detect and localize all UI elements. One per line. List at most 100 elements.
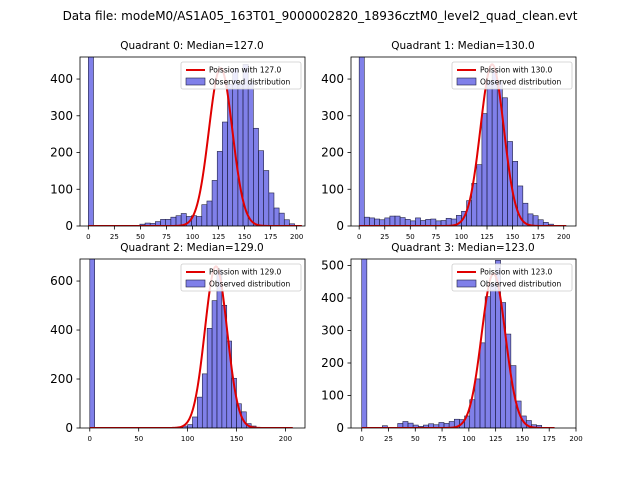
y-tick-label: 400	[50, 72, 73, 86]
histogram-bar	[196, 216, 203, 226]
y-tick-label: 200	[321, 146, 344, 160]
y-tick-label: 400	[321, 291, 344, 305]
histogram-bar	[263, 170, 270, 226]
y-tick-label: 500	[321, 259, 344, 273]
y-tick-label: 100	[50, 182, 73, 196]
x-tick-label: 100	[462, 435, 475, 443]
legend: Poission with 130.0 Observed distribution	[451, 61, 573, 90]
histogram-bar	[187, 424, 193, 428]
y-tick-label: 0	[65, 421, 73, 435]
x-tick-label: 200	[279, 435, 292, 443]
figure-suptitle: Data file: modeM0/AS1A05_163T01_90000028…	[63, 9, 578, 23]
histogram-bar	[216, 269, 223, 428]
x-tick-label: 200	[569, 435, 582, 443]
histogram-bar	[289, 223, 295, 226]
y-tick-label: 200	[50, 372, 73, 386]
legend-bar-swatch	[185, 77, 206, 86]
x-tick-label: 150	[516, 435, 529, 443]
histogram-bar	[258, 150, 264, 226]
histogram-bar	[486, 80, 493, 226]
histogram-bar	[278, 212, 285, 226]
histogram-bar	[201, 373, 208, 428]
histogram-bar	[358, 57, 365, 226]
histogram-bar	[247, 81, 254, 226]
y-tick-label: 100	[321, 389, 344, 403]
histogram-bar	[384, 217, 391, 226]
x-tick-label: 75	[431, 233, 440, 241]
poisson-curve	[359, 63, 567, 226]
y-tick-label: 400	[50, 323, 73, 337]
legend-line-label: Poission with 127.0	[209, 66, 282, 75]
panel-title: Quadrant 0: Median=127.0	[120, 40, 263, 52]
histogram-bar	[88, 57, 94, 226]
histogram-bar	[476, 164, 483, 226]
y-tick-label: 600	[50, 274, 73, 288]
axes-frame	[350, 56, 577, 227]
x-tick-label: 75	[162, 233, 171, 241]
histogram-bar	[197, 396, 203, 428]
x-tick-label: 0	[357, 233, 361, 241]
x-tick-label: 50	[134, 435, 143, 443]
axes-frame	[350, 258, 577, 429]
histogram-bars	[358, 57, 554, 226]
y-tick-label: 200	[50, 146, 73, 160]
x-tick-label: 200	[557, 233, 570, 241]
legend: Poission with 127.0 Observed distribution	[180, 61, 302, 90]
histogram-bar	[206, 200, 213, 226]
legend-bar-label: Observed distribution	[480, 280, 561, 289]
legend: Poission with 123.0 Observed distribution	[451, 263, 573, 292]
legend-line-label: Poission with 123.0	[480, 268, 553, 277]
x-tick-label: 25	[384, 435, 393, 443]
legend-bar-label: Observed distribution	[209, 280, 290, 289]
histogram-bar	[510, 365, 517, 428]
histogram-bar	[175, 215, 182, 226]
y-tick-label: 100	[321, 182, 344, 196]
histogram-bar	[361, 259, 368, 428]
x-tick-label: 200	[290, 233, 303, 241]
legend-box	[180, 61, 302, 90]
x-tick-label: 0	[86, 233, 90, 241]
histogram-bar	[394, 215, 401, 226]
histogram-bar	[481, 113, 488, 226]
legend-bar-swatch	[456, 77, 477, 86]
histogram-bar	[216, 151, 223, 226]
histogram-bar	[201, 204, 208, 226]
legend-bar-swatch	[185, 279, 206, 288]
histogram-bar	[430, 218, 437, 226]
legend-box	[451, 263, 573, 292]
x-tick-label: 175	[264, 233, 277, 241]
histogram-bar	[211, 180, 218, 226]
histogram-bar	[253, 127, 259, 226]
histogram-bar	[170, 216, 177, 226]
panel-title: Quadrant 3: Median=123.0	[391, 242, 534, 254]
histogram-bar	[283, 219, 290, 226]
panel-title: Quadrant 1: Median=130.0	[391, 40, 534, 52]
legend-bar-swatch	[456, 279, 477, 288]
histogram-bar	[399, 217, 406, 226]
histogram-bar	[211, 300, 218, 428]
x-tick-label: 125	[212, 233, 225, 241]
y-tick-label: 300	[50, 109, 73, 123]
y-tick-label: 300	[321, 109, 344, 123]
histogram-bar	[474, 378, 481, 428]
poisson-curve	[361, 272, 555, 428]
histogram-bar	[532, 215, 539, 226]
legend-box	[180, 263, 302, 292]
panel-quadrant-0: Quadrant 0: Median=127.0 0 25 50 75 100 125 15…	[50, 40, 306, 241]
x-tick-label: 0	[359, 435, 363, 443]
legend-line-label: Poission with 130.0	[480, 66, 553, 75]
x-tick-label: 75	[438, 435, 447, 443]
y-tick-label: 400	[321, 72, 344, 86]
x-tick-label: 0	[88, 435, 92, 443]
y-tick-label: 300	[321, 324, 344, 338]
x-tick-label: 25	[110, 233, 119, 241]
histogram-bar	[389, 215, 396, 226]
histogram-bar	[237, 83, 244, 226]
x-tick-label: 25	[380, 233, 389, 241]
panel-quadrant-1: Quadrant 1: Median=130.0 0 25 50 75 100 125 15…	[321, 40, 577, 241]
histogram-bars	[89, 259, 262, 428]
histogram-bar	[363, 216, 370, 226]
x-tick-label: 175	[531, 233, 544, 241]
y-tick-label: 0	[65, 219, 73, 233]
legend-line-label: Poission with 129.0	[209, 268, 282, 277]
